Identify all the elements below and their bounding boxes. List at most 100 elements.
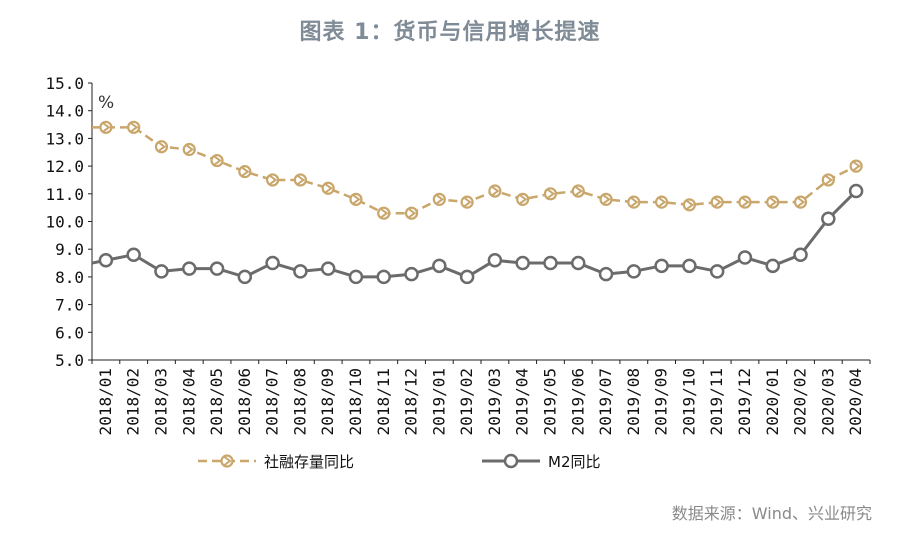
y-tick-label: 10.0 [45, 213, 84, 232]
series-0-point [821, 173, 835, 187]
series-1-point [821, 211, 836, 226]
x-tick-label: 2019/06 [568, 368, 587, 435]
legend: 社融存量同比 M2同比 [198, 453, 601, 471]
series-0-point [738, 195, 752, 209]
series-1-point [209, 261, 225, 276]
x-tick-label: 2019/02 [457, 368, 476, 435]
y-tick-label: 12.0 [45, 157, 84, 176]
series-1-point [793, 247, 808, 262]
y-tick-label: 6.0 [55, 323, 84, 342]
series-1-point [459, 269, 475, 285]
y-tick-label: 5.0 [55, 351, 84, 370]
series-0-point [404, 206, 419, 220]
x-tick-label: 2018/10 [346, 368, 365, 435]
legend-label: 社融存量同比 [264, 453, 354, 471]
series-0-point [710, 195, 724, 209]
x-tick-label: 2019/09 [652, 368, 671, 435]
x-tick-label: 2020/01 [763, 368, 782, 435]
x-tick-label: 2018/11 [374, 368, 393, 435]
series-1-point [432, 258, 447, 274]
x-tick-label: 2019/05 [540, 368, 559, 435]
series-1-point [571, 255, 586, 271]
series-0-point [793, 195, 808, 209]
x-tick-label: 2019/11 [707, 368, 726, 435]
series-1-point [709, 264, 725, 279]
series-0-point [432, 192, 446, 206]
x-tick-label: 2019/04 [513, 368, 532, 435]
series-0-point [543, 187, 558, 201]
series-0-point [849, 159, 863, 173]
x-tick-label: 2019/10 [679, 368, 698, 435]
x-tick-label: 2018/12 [402, 368, 421, 435]
series-1-point [98, 253, 114, 268]
series-0-point [460, 195, 474, 209]
y-tick-label: 13.0 [45, 129, 84, 148]
series-0-point [99, 120, 113, 134]
x-tick-label: 2020/03 [818, 368, 837, 435]
x-tick-label: 2019/03 [485, 368, 504, 435]
y-tick-labels: 5.0 6.0 7.0 8.0 9.0 10.0 11.0 12.0 13.0 14.0 15.0 [45, 74, 92, 370]
series-1-point [237, 269, 253, 285]
x-tick-label: 2018/08 [290, 368, 309, 435]
y-tick-label: 11.0 [45, 185, 84, 204]
series-1-point [154, 264, 169, 279]
series-1-point [376, 269, 391, 285]
series-1-point [737, 250, 753, 265]
series-0-point [377, 206, 391, 220]
series-0-point [349, 192, 363, 206]
x-tick-label: 2019/08 [624, 368, 643, 435]
x-tick-label: 2018/01 [96, 368, 115, 435]
series-0-point [682, 198, 696, 212]
series-0-point [321, 181, 335, 195]
series-1-point [182, 261, 197, 276]
x-tick-label: 2018/03 [151, 368, 170, 435]
y-tick-label: 15.0 [45, 74, 84, 93]
legend-marker [220, 454, 234, 468]
series-1-point [487, 253, 503, 268]
x-tick-label: 2019/01 [429, 368, 448, 435]
series-0-point [210, 153, 224, 168]
x-tick-label: 2018/09 [318, 368, 337, 435]
y-tick-label: 7.0 [55, 296, 84, 315]
x-tick-label: 2018/04 [179, 368, 198, 435]
series-1-point [265, 255, 280, 271]
series-1-point [348, 269, 364, 285]
x-tick-label: 2018/07 [263, 368, 282, 435]
series-1-point [682, 258, 697, 274]
series-0-point [655, 195, 669, 209]
series-1-point [320, 261, 336, 276]
x-tick-label: 2020/04 [846, 368, 865, 435]
chart-title: 图表 1：货币与信用增长提速 [299, 20, 601, 45]
series-0-point [516, 192, 530, 206]
series-1-point [543, 255, 558, 271]
series-0-point [127, 120, 141, 134]
x-tick-label: 2018/06 [235, 368, 254, 435]
legend-marker [503, 453, 519, 469]
series-1-point [654, 258, 669, 274]
y-tick-label: 8.0 [55, 268, 84, 287]
y-tick-label: 9.0 [55, 240, 84, 259]
series-0-point [766, 195, 780, 209]
series-1-point [404, 266, 419, 282]
series-1-point [765, 258, 780, 274]
series-0-point [293, 173, 307, 187]
series-0-point [599, 192, 613, 206]
series-0-point [266, 173, 280, 187]
series-1-point [293, 264, 308, 279]
legend-label: M2同比 [548, 453, 601, 471]
series-0-point [182, 142, 196, 157]
series-0-point [627, 195, 641, 209]
x-tick-label: 2019/07 [596, 368, 615, 435]
x-tick-label: 2020/02 [791, 368, 810, 435]
series-1-point [515, 255, 530, 271]
x-tick-label: 2018/02 [124, 368, 143, 435]
series-0-point [238, 165, 252, 179]
y-unit-label: % [98, 93, 114, 113]
source-note: 数据来源：Wind、兴业研究 [671, 504, 872, 523]
x-tick-label: 2018/05 [207, 368, 226, 435]
x-tick-labels: 2018/01 2018/02 2018/03 2018/04 2018/05 2018/… [91, 360, 871, 435]
series-0-point [488, 184, 502, 198]
series-0-point [154, 140, 169, 154]
series-1-point [626, 264, 642, 279]
